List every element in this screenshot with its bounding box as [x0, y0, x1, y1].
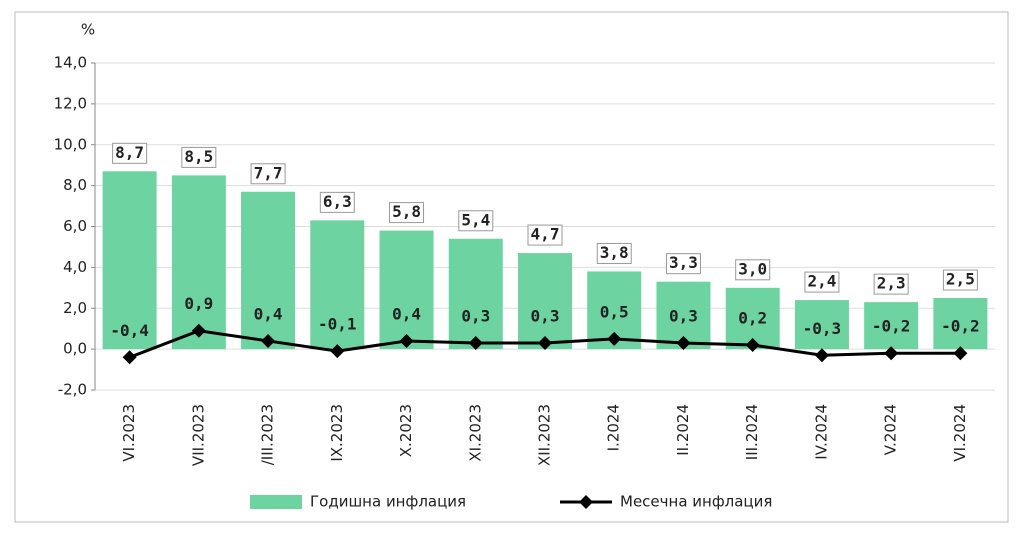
marker	[538, 335, 552, 350]
bar	[379, 230, 434, 350]
marker	[676, 335, 691, 350]
marker	[884, 346, 899, 361]
data-label: 0,3	[531, 306, 560, 325]
data-label: 8,5	[184, 147, 213, 166]
bar	[310, 220, 365, 350]
data-label-box	[665, 253, 701, 275]
bar	[241, 191, 296, 350]
data-label-box	[596, 242, 632, 264]
data-label: 0,9	[184, 294, 213, 313]
data-label: 5,8	[392, 202, 421, 221]
data-label-box	[804, 271, 840, 293]
data-label: 7,7	[254, 163, 283, 182]
x-tick-label: IV.2024	[812, 404, 830, 460]
y-tick-label: 2,0	[63, 299, 87, 317]
data-label: 0,4	[392, 304, 421, 323]
bar	[171, 175, 226, 350]
x-tick-label: V.2024	[882, 404, 900, 455]
data-label: 3,3	[669, 253, 698, 272]
data-label-box	[112, 142, 148, 164]
legend-swatch	[250, 495, 302, 509]
marker	[330, 344, 345, 359]
x-tick-label: VI.2024	[951, 404, 969, 462]
marker	[745, 338, 760, 353]
data-label-box	[250, 163, 286, 185]
data-label: 6,3	[323, 192, 352, 211]
x-tick-label: III.2024	[743, 404, 761, 460]
y-axis-label: %	[81, 21, 95, 39]
data-label-box	[527, 224, 563, 246]
bar	[518, 253, 572, 350]
legend-label: Годишна инфлация	[310, 493, 466, 511]
data-label: 0,3	[669, 306, 698, 325]
legend-marker	[579, 495, 593, 509]
data-label: 2,5	[946, 270, 975, 289]
data-label: -0,3	[803, 319, 842, 338]
data-label: 2,4	[807, 272, 836, 291]
data-label-box	[181, 146, 217, 168]
bar	[448, 238, 503, 350]
data-label-box	[458, 210, 494, 232]
x-tick-label: VI.2023	[120, 404, 138, 462]
marker	[607, 331, 622, 346]
x-tick-label: XII.2023	[536, 404, 554, 466]
data-label-box	[873, 273, 909, 295]
x-tick-label: /III.2023	[259, 404, 277, 465]
y-tick-label: 0,0	[63, 340, 87, 358]
data-label-box	[389, 202, 425, 224]
marker	[468, 335, 483, 350]
data-label: -0,1	[318, 315, 357, 334]
y-tick-label: 14,0	[54, 54, 87, 72]
marker	[261, 333, 276, 348]
data-label: 2,3	[877, 274, 906, 293]
y-tick-label: 6,0	[63, 217, 87, 235]
data-label: 0,4	[254, 304, 283, 323]
bar	[864, 302, 919, 350]
x-tick-label: II.2024	[674, 404, 692, 456]
marker	[122, 350, 137, 365]
marker	[191, 323, 206, 338]
legend-label: Месечна инфлация	[620, 493, 772, 511]
marker	[953, 346, 968, 361]
data-label: 0,3	[461, 306, 490, 325]
data-label: 3,0	[738, 259, 767, 278]
data-label-box	[735, 259, 771, 281]
data-label: 5,4	[461, 210, 490, 229]
data-label: -0,2	[872, 317, 911, 336]
x-tick-label: I.2024	[605, 404, 623, 451]
marker	[399, 333, 414, 348]
data-label: -0,4	[110, 321, 149, 340]
data-label: 0,2	[738, 309, 767, 328]
data-label: 4,7	[531, 225, 560, 244]
y-tick-label: 4,0	[63, 258, 87, 276]
bar	[794, 300, 849, 350]
y-tick-label: 12,0	[54, 94, 87, 112]
data-label-box	[319, 191, 355, 213]
data-label: 8,7	[115, 143, 144, 162]
x-tick-label: VII.2023	[189, 404, 207, 466]
data-label: -0,2	[941, 317, 980, 336]
y-tick-label: 10,0	[54, 135, 87, 153]
x-tick-label: X.2023	[397, 404, 415, 457]
data-label: 3,8	[600, 243, 629, 262]
bar	[933, 298, 988, 350]
data-label-box	[942, 269, 978, 291]
x-tick-label: IX.2023	[328, 404, 346, 462]
data-label: 0,5	[600, 302, 629, 321]
y-tick-label: 8,0	[63, 176, 87, 194]
bar	[102, 171, 157, 350]
y-tick-label: -2,0	[58, 381, 87, 399]
x-tick-label: XI.2023	[466, 404, 484, 462]
marker	[814, 348, 829, 363]
